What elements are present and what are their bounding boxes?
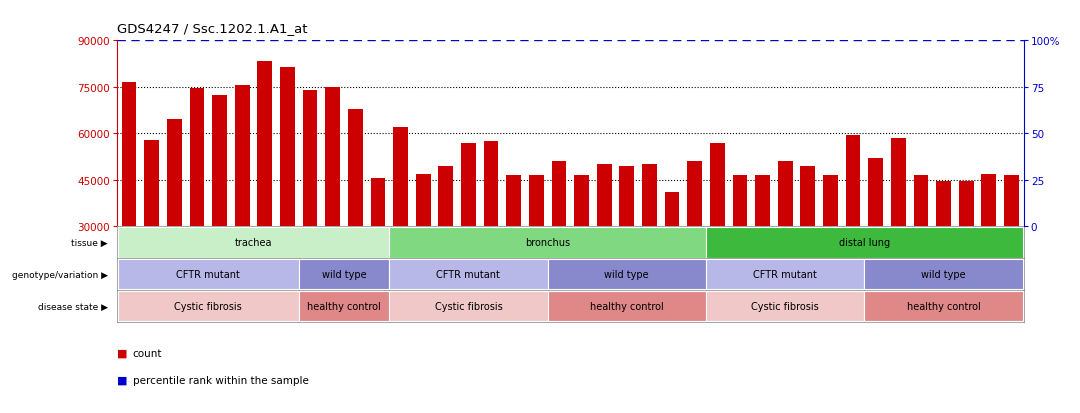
- Bar: [389, 291, 548, 321]
- Bar: [299, 291, 389, 321]
- Bar: [778, 162, 793, 227]
- Bar: [122, 83, 136, 227]
- Bar: [868, 159, 883, 227]
- Bar: [302, 91, 318, 227]
- Bar: [145, 140, 159, 227]
- Bar: [800, 166, 815, 227]
- Bar: [706, 291, 864, 321]
- Bar: [864, 259, 1023, 290]
- Bar: [325, 88, 340, 227]
- Bar: [959, 182, 973, 227]
- Bar: [416, 174, 431, 227]
- Text: count: count: [133, 348, 162, 358]
- Bar: [846, 135, 861, 227]
- Bar: [552, 162, 566, 227]
- Text: healthy control: healthy control: [590, 301, 664, 311]
- Text: distal lung: distal lung: [839, 237, 890, 248]
- Bar: [864, 291, 1023, 321]
- Bar: [461, 143, 476, 227]
- Bar: [687, 162, 702, 227]
- Bar: [389, 259, 548, 290]
- Text: wild type: wild type: [921, 269, 966, 280]
- Bar: [167, 120, 181, 227]
- Text: Cystic fibrosis: Cystic fibrosis: [434, 301, 502, 311]
- Text: wild type: wild type: [605, 269, 649, 280]
- Text: bronchus: bronchus: [525, 237, 570, 248]
- Bar: [891, 139, 906, 227]
- Text: CFTR mutant: CFTR mutant: [436, 269, 500, 280]
- Bar: [597, 165, 611, 227]
- Text: Cystic fibrosis: Cystic fibrosis: [752, 301, 819, 311]
- Bar: [664, 193, 679, 227]
- Bar: [438, 166, 454, 227]
- Text: CFTR mutant: CFTR mutant: [176, 269, 240, 280]
- Bar: [755, 176, 770, 227]
- Bar: [118, 259, 299, 290]
- Bar: [548, 259, 706, 290]
- Bar: [914, 176, 928, 227]
- Bar: [280, 68, 295, 227]
- Bar: [706, 259, 864, 290]
- Bar: [118, 228, 389, 258]
- Bar: [257, 62, 272, 227]
- Text: GDS4247 / Ssc.1202.1.A1_at: GDS4247 / Ssc.1202.1.A1_at: [117, 22, 307, 35]
- Bar: [732, 176, 747, 227]
- Bar: [213, 95, 227, 227]
- Bar: [190, 89, 204, 227]
- Bar: [936, 182, 950, 227]
- Bar: [548, 291, 706, 321]
- Bar: [389, 228, 706, 258]
- Bar: [982, 174, 996, 227]
- Bar: [507, 176, 521, 227]
- Bar: [643, 165, 657, 227]
- Text: CFTR mutant: CFTR mutant: [753, 269, 818, 280]
- Bar: [299, 259, 389, 290]
- Text: ■: ■: [117, 348, 127, 358]
- Bar: [620, 166, 634, 227]
- Text: healthy control: healthy control: [307, 301, 381, 311]
- Bar: [710, 143, 725, 227]
- Bar: [370, 179, 386, 227]
- Text: percentile rank within the sample: percentile rank within the sample: [133, 375, 309, 385]
- Bar: [393, 128, 408, 227]
- Bar: [348, 109, 363, 227]
- Bar: [1004, 176, 1018, 227]
- Text: tissue ▶: tissue ▶: [71, 238, 108, 247]
- Text: Cystic fibrosis: Cystic fibrosis: [174, 301, 242, 311]
- Text: ■: ■: [117, 375, 127, 385]
- Bar: [823, 176, 838, 227]
- Text: disease state ▶: disease state ▶: [38, 302, 108, 311]
- Text: healthy control: healthy control: [906, 301, 981, 311]
- Text: trachea: trachea: [234, 237, 272, 248]
- Bar: [118, 291, 299, 321]
- Text: genotype/variation ▶: genotype/variation ▶: [12, 270, 108, 279]
- Bar: [529, 176, 543, 227]
- Bar: [484, 142, 498, 227]
- Bar: [706, 228, 1023, 258]
- Bar: [575, 176, 589, 227]
- Text: wild type: wild type: [322, 269, 366, 280]
- Bar: [234, 86, 249, 227]
